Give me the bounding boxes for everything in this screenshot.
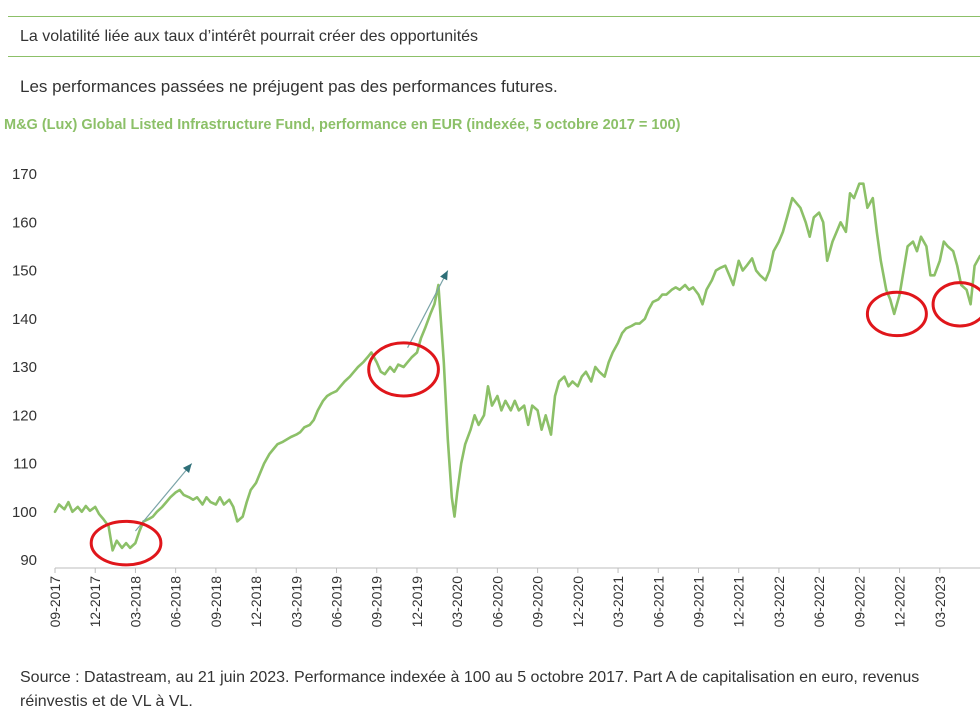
x-tick-label: 12-2017 (87, 576, 103, 628)
x-tick-label: 12-2021 (731, 576, 747, 628)
y-tick-label: 120 (12, 407, 37, 424)
x-tick-label: 06-2020 (489, 576, 505, 628)
x-tick-label: 09-2021 (690, 576, 706, 628)
top-rule (8, 16, 980, 17)
x-tick-label: 03-2018 (127, 576, 143, 628)
highlight-circle (367, 341, 440, 398)
x-tick-label: 09-2020 (530, 576, 546, 628)
x-tick-label: 09-2017 (47, 576, 63, 628)
y-tick-label: 140 (12, 311, 37, 328)
highlight-circle (89, 519, 163, 567)
x-tick-label: 12-2020 (570, 576, 586, 628)
x-tick-label: 03-2020 (449, 576, 465, 628)
highlight-circles (89, 281, 980, 567)
trend-arrow-shaft (134, 463, 193, 532)
y-tick-label: 130 (12, 359, 37, 376)
x-tick-label: 03-2019 (288, 576, 304, 628)
x-tick-label: 09-2018 (208, 576, 224, 628)
performance-chart: 90 100 110 120 130 140 150 160 170 09-2017 12-201… (12, 166, 980, 627)
x-tick-label: 12-2019 (409, 576, 425, 628)
y-tick-label: 100 (12, 504, 37, 521)
x-tick-label: 06-2022 (811, 576, 827, 628)
disclaimer-text: Les performances passées ne préjugent pa… (20, 77, 558, 96)
y-axis-ticks: 90 100 110 120 130 140 150 160 170 (12, 166, 37, 569)
y-tick-label: 110 (13, 456, 37, 473)
x-tick-label: 09-2019 (369, 576, 385, 628)
x-tick-label: 03-2022 (771, 576, 787, 628)
y-tick-label: 90 (20, 552, 37, 569)
x-tick-label: 03-2023 (932, 576, 948, 628)
y-tick-label: 150 (12, 263, 37, 280)
x-axis-ticks: 09-2017 12-2017 03-2018 06-2018 09-2018 12-20… (47, 568, 948, 627)
y-tick-label: 160 (12, 214, 37, 231)
chart-title: M&G (Lux) Global Listed Infrastructure F… (4, 117, 681, 133)
x-tick-label: 03-2021 (610, 576, 626, 628)
trend-arrow-head (182, 463, 192, 473)
x-tick-label: 06-2019 (329, 576, 345, 628)
trend-arrow-shaft (407, 270, 449, 348)
x-tick-label: 09-2022 (851, 576, 867, 628)
highlight-circle (931, 281, 980, 328)
heading-rule (8, 56, 980, 57)
fund-performance-line (53, 182, 980, 552)
trend-arrow-head (440, 270, 448, 281)
source-note: Source : Datastream, au 21 juin 2023. Pe… (20, 669, 920, 710)
x-tick-label: 12-2018 (248, 576, 264, 628)
y-tick-label: 170 (12, 166, 37, 183)
x-tick-label: 12-2022 (892, 576, 908, 628)
page-heading: La volatilité liée aux taux d’intérêt po… (20, 28, 479, 45)
highlight-circle (865, 290, 928, 338)
trend-arrows (134, 270, 449, 532)
x-tick-label: 06-2021 (650, 576, 666, 628)
x-tick-label: 06-2018 (168, 576, 184, 628)
